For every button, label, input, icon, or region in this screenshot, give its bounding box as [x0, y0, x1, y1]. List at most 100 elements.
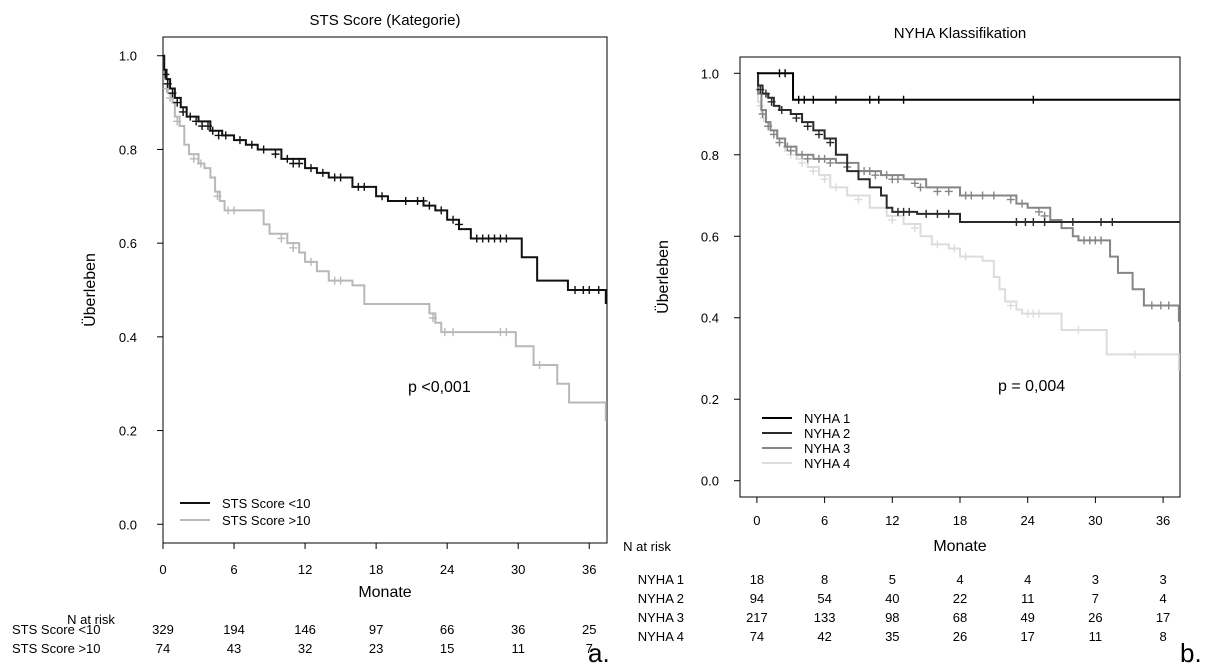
- risk-value: 23: [369, 641, 383, 656]
- risk-value: 3: [1092, 572, 1099, 587]
- risk-value: 17: [1156, 610, 1170, 625]
- risk-value: 4: [1159, 591, 1166, 606]
- x-tick-label: 36: [582, 562, 596, 577]
- censor-mark-sts-score-10: [449, 215, 458, 224]
- censor-mark-nyha-3: [893, 175, 902, 184]
- survival-curve-nyha-2: [756, 72, 1180, 223]
- censor-mark-nyha-3: [933, 187, 942, 196]
- censor-mark-sts-score-10: [247, 140, 256, 149]
- y-tick-label: 0.8: [701, 148, 719, 163]
- censor-mark-nyha-3: [989, 191, 998, 200]
- censor-mark-nyha-2: [1029, 218, 1038, 226]
- risk-value: 15: [440, 641, 454, 656]
- censor-mark-sts-score-10: [378, 192, 387, 201]
- risk-value: 42: [817, 629, 831, 644]
- censor-mark-nyha-2: [922, 209, 931, 218]
- censor-mark-nyha-3: [978, 191, 987, 200]
- y-tick-label: 0.6: [701, 229, 719, 244]
- censor-mark-nyha-3: [871, 171, 880, 180]
- censor-mark-nyha-1: [1029, 95, 1038, 104]
- y-tick-label: 0.2: [701, 392, 719, 407]
- censor-mark-sts-score-10: [295, 159, 304, 168]
- risk-value: 146: [294, 622, 316, 637]
- risk-value: 43: [227, 641, 241, 656]
- censor-mark-nyha-3: [783, 142, 792, 151]
- legend-label-nyha-4: NYHA 4: [804, 456, 850, 471]
- x-axis-label: Monate: [358, 584, 411, 601]
- censor-mark-sts-score-10: [189, 154, 198, 163]
- chart-title: STS Score (Kategorie): [310, 12, 461, 29]
- censor-mark-sts-score-10: [192, 117, 201, 126]
- censor-mark-nyha-3: [865, 167, 874, 176]
- risk-value: 54: [817, 591, 831, 606]
- censor-mark-nyha-1: [809, 95, 818, 104]
- panel-b-nyha: NYHA Klassifikation 0.0 0.2 0.4 0.6 0.8 1.0 0 6 1…: [623, 25, 1202, 663]
- x-tick-label: 12: [298, 562, 312, 577]
- y-tick-label: 0.0: [119, 517, 137, 532]
- censor-mark-sts-score-10: [428, 314, 437, 323]
- risk-value: 36: [511, 622, 525, 637]
- risk-value: 194: [223, 622, 245, 637]
- censor-mark-sts-score-10: [173, 117, 182, 126]
- censor-mark-nyha-2: [933, 209, 942, 218]
- censor-mark-sts-score-10: [173, 98, 182, 107]
- risk-value: 22: [953, 591, 967, 606]
- censor-mark-nyha-3: [1147, 301, 1156, 310]
- risk-value: 74: [750, 629, 764, 644]
- risk-table-header: N at risk: [623, 539, 671, 554]
- survival-curve-nyha-1: [756, 72, 1180, 101]
- risk-value: 26: [953, 629, 967, 644]
- censor-mark-nyha-4: [910, 224, 919, 233]
- risk-value: 17: [1020, 629, 1034, 644]
- censor-mark-sts-score-10: [535, 360, 544, 369]
- x-tick-label: 24: [440, 562, 454, 577]
- risk-row-label: STS Score >10: [12, 641, 101, 656]
- censor-mark-nyha-3: [916, 183, 925, 192]
- risk-value: 4: [1024, 572, 1031, 587]
- censor-mark-nyha-2: [905, 207, 914, 216]
- censor-mark-nyha-2: [1021, 218, 1030, 226]
- censor-mark-nyha-4: [1006, 301, 1015, 310]
- censor-mark-nyha-4: [756, 101, 765, 110]
- censor-mark-nyha-4: [820, 175, 829, 184]
- censor-mark-nyha-2: [1108, 218, 1117, 226]
- censor-mark-sts-score-10: [283, 154, 292, 163]
- x-tick-label: 24: [1020, 513, 1034, 528]
- censor-mark-sts-score-10: [168, 89, 177, 98]
- censor-mark-nyha-1: [831, 95, 840, 104]
- censor-mark-sts-score-10: [336, 276, 345, 285]
- panel-a-sts-score: STS Score (Kategorie) 0.0 0.2 0.4 0.6 0.8 1.0 0…: [12, 12, 610, 663]
- y-tick-label: 0.4: [119, 330, 137, 345]
- risk-value: 8: [821, 572, 828, 587]
- risk-value: 68: [953, 610, 967, 625]
- censor-mark-sts-score-10: [440, 328, 449, 337]
- risk-value: 11: [511, 641, 525, 656]
- censor-mark-sts-score-10: [594, 286, 603, 294]
- censor-mark-nyha-4: [1130, 350, 1139, 359]
- risk-value: 8: [1159, 629, 1166, 644]
- censor-mark-sts-score-10: [585, 286, 594, 294]
- censor-mark-nyha-3: [944, 187, 953, 196]
- censor-mark-sts-score-10: [307, 257, 315, 266]
- censor-mark-sts-score-10: [179, 107, 188, 116]
- censor-mark-nyha-2: [803, 122, 812, 131]
- censor-mark-sts-score-10: [289, 243, 298, 252]
- censor-mark-sts-score-10: [221, 131, 230, 140]
- censor-mark-nyha-3: [1164, 301, 1173, 310]
- risk-value: 32: [298, 641, 312, 656]
- legend-label-sts-score-10: STS Score >10: [222, 513, 311, 528]
- y-tick-label: 0.2: [119, 424, 137, 439]
- risk-value: 133: [814, 610, 836, 625]
- censor-mark-sts-score-10: [163, 79, 172, 88]
- censor-mark-nyha-3: [882, 171, 891, 180]
- censor-mark-nyha-4: [961, 252, 970, 261]
- censor-mark-sts-score-10: [455, 220, 463, 229]
- censor-mark-nyha-1: [899, 95, 908, 104]
- chart-title: NYHA Klassifikation: [894, 25, 1027, 42]
- censor-mark-nyha-2: [767, 97, 776, 106]
- risk-value: 329: [152, 622, 174, 637]
- censor-mark-nyha-4: [1074, 325, 1083, 334]
- censor-mark-nyha-4: [1034, 309, 1043, 318]
- risk-value: 40: [885, 591, 899, 606]
